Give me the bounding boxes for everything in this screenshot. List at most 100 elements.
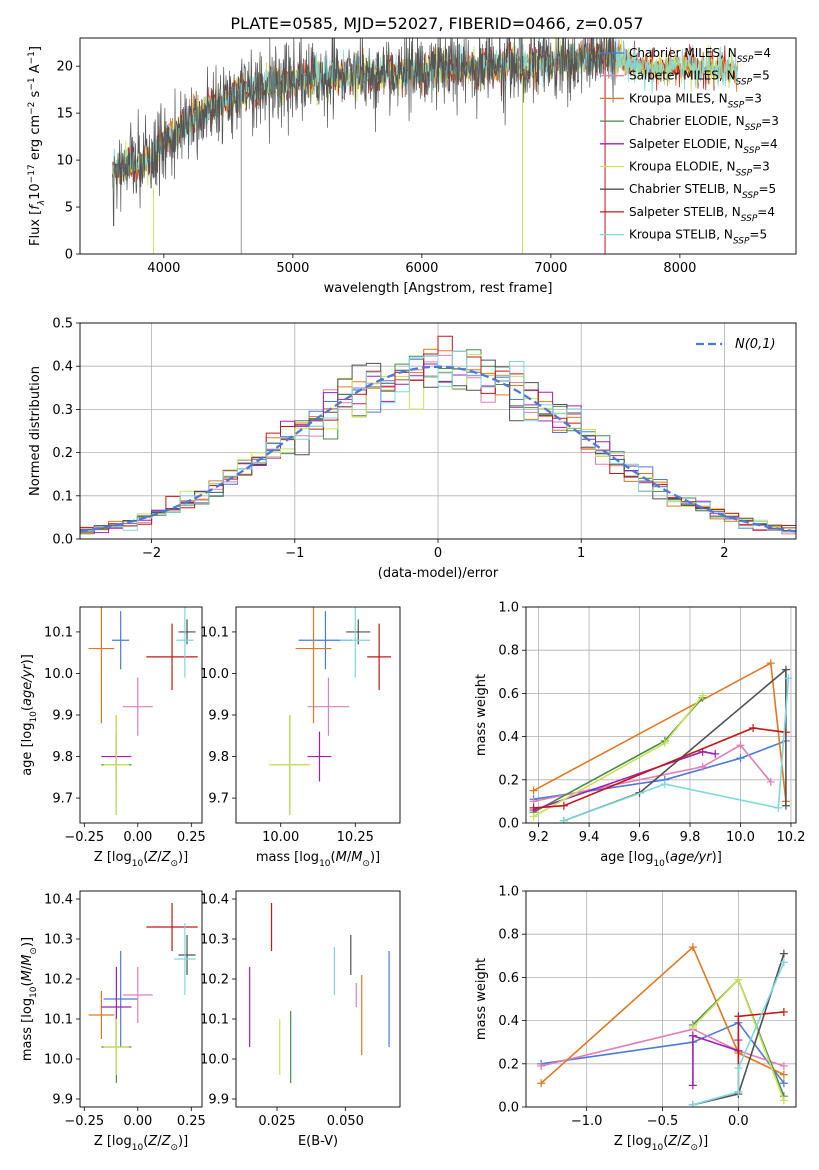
legend-label-kroupa_miles: Kroupa MILES, NSSP=3 (629, 91, 762, 110)
weight-marker-kroupa_stelib (688, 1100, 697, 1107)
y-tick-label: 9.7 (208, 792, 229, 807)
x-tick-label: 0.025 (258, 1114, 295, 1129)
weight-marker-salpeter_miles (537, 1061, 546, 1070)
x-axis-label: wavelength [Angstrom, rest frame] (324, 281, 553, 296)
weight-marker-kroupa_stelib (779, 958, 788, 967)
y-axis-label: Normed distribution (28, 366, 43, 496)
y-tick-label: 9.9 (208, 1093, 229, 1108)
axes-frame (79, 606, 203, 824)
y-tick-label: 20 (56, 60, 73, 75)
x-tick-label: 0.25 (177, 1114, 206, 1129)
axes-z_mass: −0.25 0.00 0.25 9.9 10.0 10.1 10.2 10.3 10.4 Z [l… (20, 890, 206, 1153)
weight-marker-kroupa_elodie (698, 691, 707, 700)
legend-label-kroupa_stelib: Kroupa STELIB, NSSP=5 (629, 228, 767, 247)
weight-marker-chabrier_miles (779, 1079, 788, 1088)
figure-title: PLATE=0585, MJD=52027, FIBERID=0466, z=0… (230, 14, 643, 33)
y-tick-label: 9.9 (208, 709, 229, 724)
y-tick-label: 0.4 (498, 1014, 519, 1029)
y-tick-label: 9.9 (52, 1093, 73, 1108)
weight-line-salpeter_miles (541, 1028, 785, 1067)
y-tick-label: 9.8 (208, 750, 229, 765)
weight-marker-kroupa_elodie (779, 1096, 788, 1105)
x-axis-label: mass [log10(M/M⊙)] (256, 850, 380, 869)
weight-marker-kroupa_miles (779, 1070, 788, 1079)
y-tick-label: 0.5 (52, 317, 73, 332)
weight-marker-kroupa_elodie (660, 739, 669, 748)
x-tick-label: 1 (577, 546, 585, 561)
x-tick-label: 9.8 (680, 830, 701, 845)
weight-marker-chabrier_stelib (781, 801, 790, 810)
y-axis-label: mass [log10(M/M⊙)] (20, 937, 39, 1061)
axes-mass_age: 10.00 10.25 9.7 9.8 9.9 10.0 10.1 mass [log10(M… (200, 606, 401, 869)
plot-area (537, 943, 788, 1107)
legend-label-kroupa_elodie: Kroupa ELODIE, NSSP=3 (629, 160, 770, 179)
axes-frame (235, 606, 401, 824)
weight-marker-salpeter_miles (766, 777, 775, 786)
y-axis-label: mass weight (474, 674, 489, 756)
y-tick-label: 0.0 (52, 533, 73, 548)
weight-marker-kroupa_stelib (660, 780, 669, 789)
weight-marker-salpeter_miles (779, 1061, 788, 1070)
weight-line-salpeter_elodie (692, 1034, 740, 1086)
x-tick-label: −2 (142, 546, 161, 561)
legend-label-salpeter_stelib: Salpeter STELIB, NSSP=4 (629, 205, 775, 224)
y-axis-label: age [log10(age/yr)] (20, 654, 39, 776)
weight-marker-salpeter_stelib (559, 801, 568, 810)
x-tick-label: 0 (434, 546, 442, 561)
weight-line-kroupa_stelib (563, 678, 790, 822)
x-tick-label: 10.0 (726, 830, 755, 845)
weight-line-chabrier_stelib (563, 667, 787, 822)
legend-gaussian-label: N(0,1) (735, 337, 776, 352)
y-tick-label: 9.9 (52, 709, 73, 724)
weight-marker-salpeter_stelib (734, 1012, 743, 1021)
gaussian-curve (80, 365, 796, 533)
weight-line-kroupa_miles (540, 945, 785, 1084)
y-tick-label: 0.3 (52, 403, 73, 418)
x-tick-label: −0.5 (647, 1114, 679, 1129)
y-tick-label: 0.0 (498, 817, 519, 832)
y-tick-label: 0.8 (498, 928, 519, 943)
axes-frame (235, 890, 401, 1108)
x-tick-label: 0.00 (123, 1114, 152, 1129)
y-tick-label: 9.8 (52, 750, 73, 765)
weight-line-kroupa_stelib (692, 961, 785, 1106)
weight-marker-kroupa_elodie (734, 975, 743, 984)
x-tick-label: −1 (285, 546, 304, 561)
x-tick-label: 10.25 (337, 830, 374, 845)
plot-area (249, 903, 390, 1083)
legend-label-chabrier_miles: Chabrier MILES, NSSP=4 (629, 46, 771, 65)
x-tick-label: 2 (720, 546, 728, 561)
axes-frame (525, 606, 797, 824)
x-tick-label: 6000 (405, 261, 438, 276)
weight-marker-kroupa_elodie (688, 1023, 697, 1032)
x-tick-label: 10.2 (776, 830, 805, 845)
weight-line-chabrier_miles (541, 1021, 785, 1084)
y-tick-label: 0.2 (498, 773, 519, 788)
weight-marker-salpeter_elodie (711, 749, 720, 758)
x-tick-label: 0.0 (728, 1114, 749, 1129)
weight-marker-kroupa_miles (688, 943, 697, 952)
weight-line-salpeter_stelib (533, 727, 787, 809)
x-tick-label: 0.00 (123, 830, 152, 845)
plot-area (268, 607, 392, 815)
x-tick-label: 10.00 (262, 830, 299, 845)
x-axis-label: age [log10(age/yr)] (600, 850, 722, 869)
y-tick-label: 1.0 (498, 601, 519, 616)
weight-marker-chabrier_stelib (779, 949, 788, 958)
axes-age_weight: 9.2 9.4 9.6 9.8 10.0 10.2 0.0 0.2 0.4 0.6 0.8 1.0 ag… (474, 601, 805, 870)
axes-z_weight: −1.0 −0.5 0.0 0.0 0.2 0.4 0.6 0.8 1.0 Z [log10(Z/… (474, 885, 797, 1153)
y-tick-label: 10.3 (44, 933, 73, 948)
y-tick-label: 0.4 (498, 730, 519, 745)
weight-marker-kroupa_stelib (734, 1064, 743, 1073)
y-tick-label: 10.3 (200, 933, 229, 948)
y-tick-label: 10.0 (200, 667, 229, 682)
x-tick-label: 0.25 (177, 830, 206, 845)
legend-label-salpeter_miles: Salpeter MILES, NSSP=5 (629, 69, 770, 88)
x-axis-label: (data-model)/error (378, 566, 499, 581)
y-tick-label: 1.0 (498, 885, 519, 900)
plot-area (529, 659, 793, 823)
x-tick-label: 9.4 (579, 830, 600, 845)
x-tick-label: −0.25 (64, 1114, 104, 1129)
weight-marker-kroupa_stelib (559, 816, 568, 823)
